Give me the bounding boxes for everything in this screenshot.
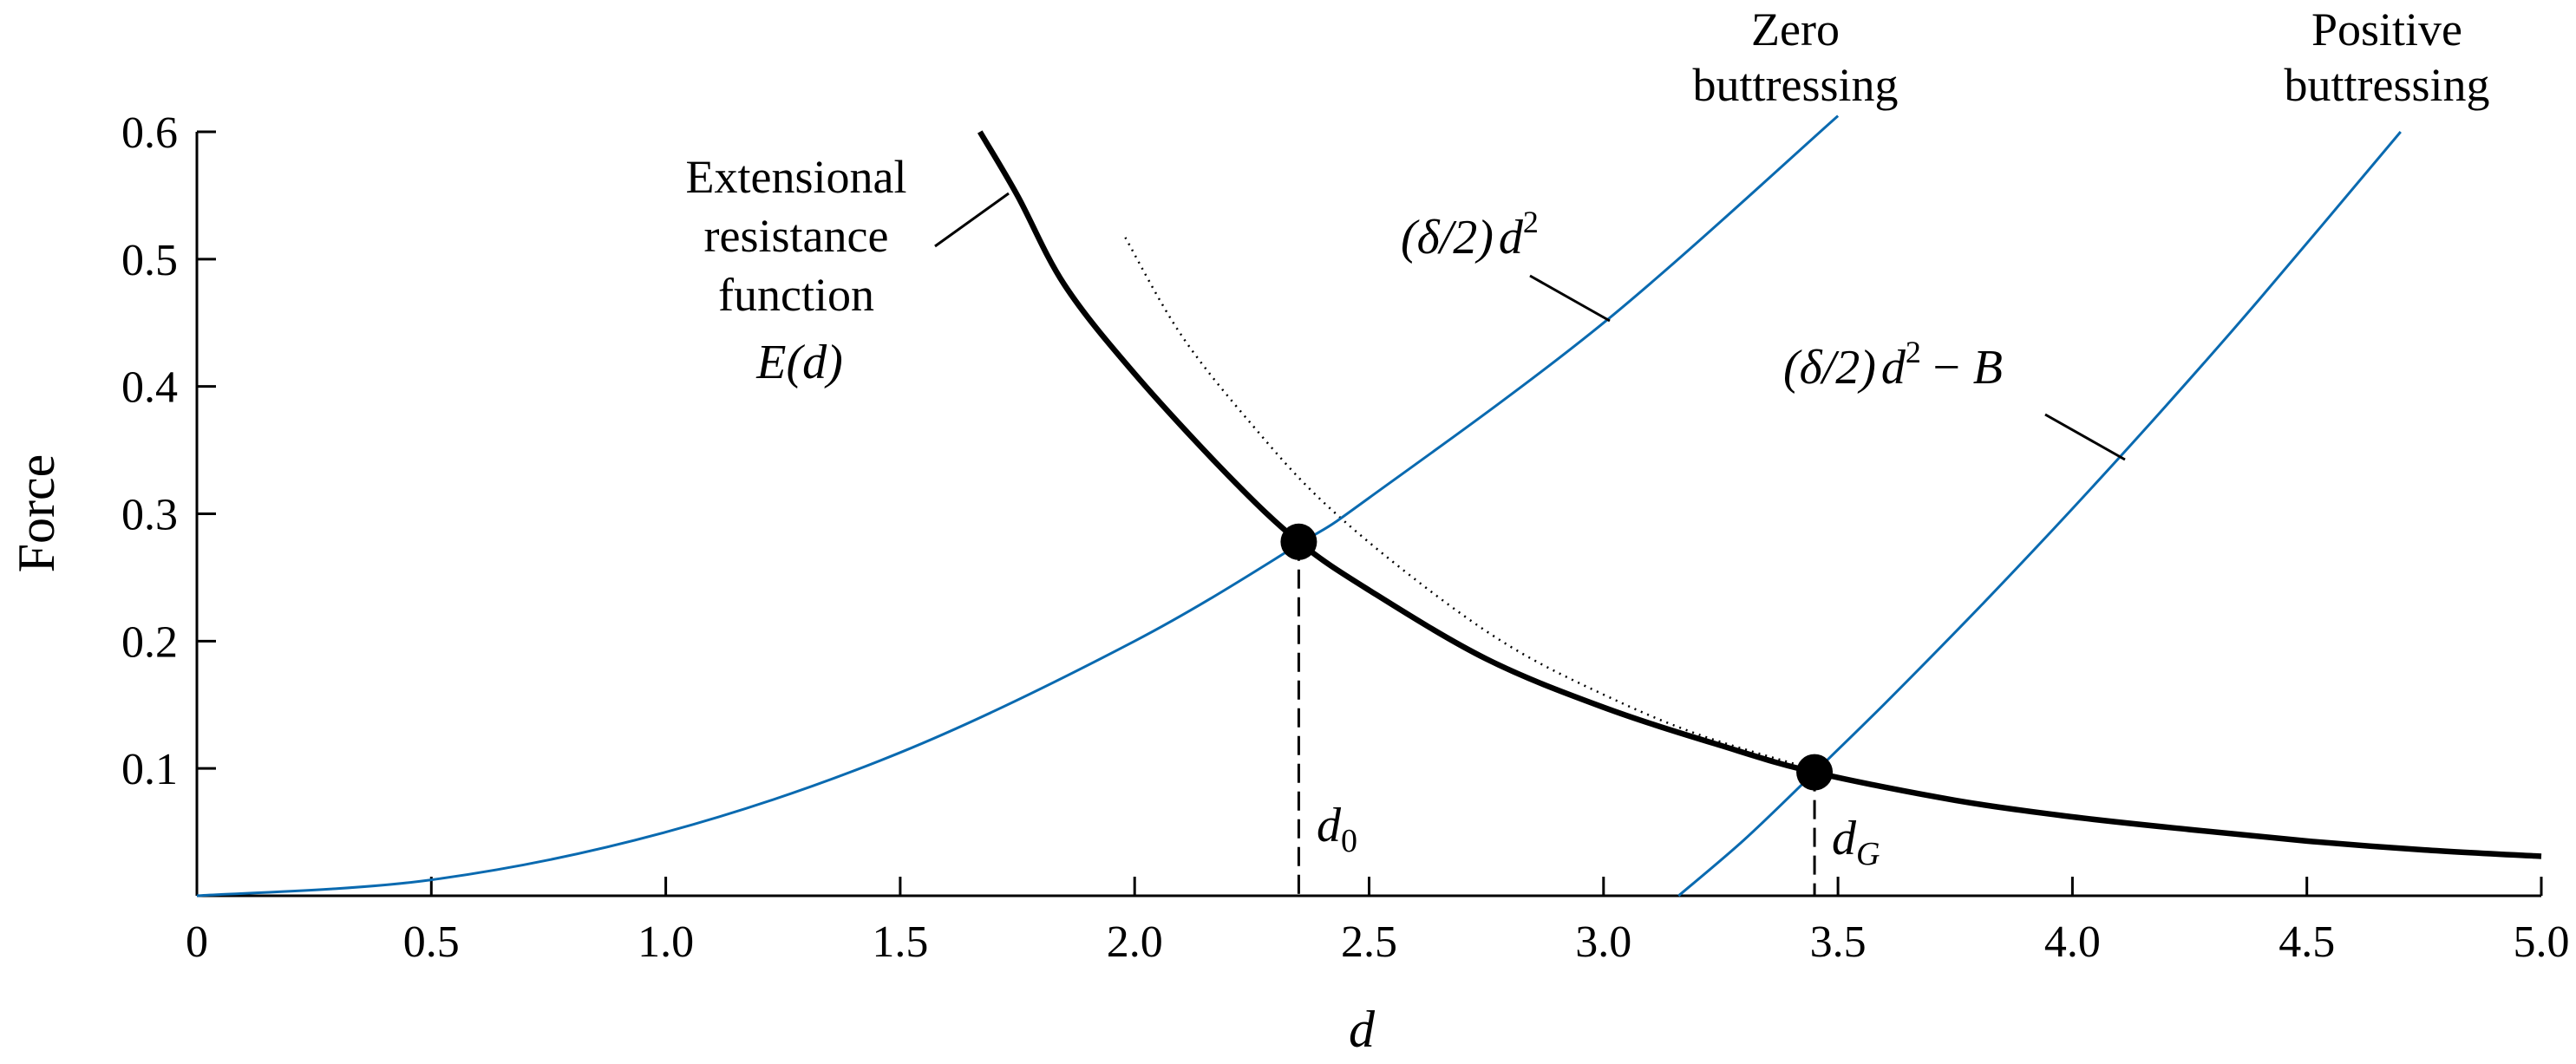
positive-title-line1: Positive [2311, 3, 2462, 55]
x-tick-label: 1.5 [872, 917, 928, 967]
annotation-zero-eq: (δ/2) d2 [1401, 205, 1611, 323]
label-d0: d0 [1317, 799, 1357, 859]
x-tick-label: 0.5 [403, 917, 460, 967]
positive-title-line2: buttressing [2285, 59, 2490, 111]
x-tick-label: 4.0 [2044, 917, 2101, 967]
x-tick-label: 4.5 [2279, 917, 2335, 967]
y-axis-title: Force [8, 454, 65, 573]
axis-tick-labels: 0 0.5 1.0 1.5 2.0 2.5 3.0 3.5 4.0 4.5 5.0 0.1 0.2 0.3… [121, 108, 2570, 967]
axis-ticks [197, 130, 2543, 896]
ext-leader-line [934, 192, 1010, 248]
y-tick-label: 0.1 [121, 745, 178, 794]
series-positive-buttressing [1677, 131, 2402, 898]
positive-eq-leader [2044, 413, 2126, 461]
series-extensional-resistance [977, 130, 2542, 859]
x-tick-label: 0 [186, 917, 208, 967]
zero-title-line1: Zero [1751, 3, 1840, 55]
points-layer [1280, 523, 1834, 896]
annotation-positive-eq: (δ/2) d2− B [1783, 335, 2126, 461]
x-tick-label: 1.0 [637, 917, 694, 967]
x-tick-label: 3.5 [1810, 917, 1867, 967]
annotation-zero-buttressing: Zero buttressing [1693, 3, 1899, 111]
x-tick-label: 2.5 [1341, 917, 1397, 967]
series-layer [196, 114, 2542, 898]
intersection-point-dG [1796, 754, 1834, 791]
series-dotted-approx [1124, 237, 1815, 771]
zero-eq-leader [1529, 274, 1611, 323]
series-zero-buttressing [196, 114, 1840, 898]
ext-math-label: E(d) [755, 336, 843, 389]
zero-title-line2: buttressing [1693, 59, 1899, 111]
x-tick-label: 5.0 [2514, 917, 2570, 967]
x-tick-label: 3.0 [1575, 917, 1631, 967]
y-tick-label: 0.5 [121, 236, 178, 285]
zero-eq-label: (δ/2) d2 [1401, 205, 1539, 264]
y-tick-label: 0.6 [121, 108, 178, 158]
annotation-extensional: Extensional resistance function E(d) [686, 151, 1010, 389]
ext-label-line2: resistance [704, 210, 889, 262]
annotation-positive-buttressing: Positive buttressing [2285, 3, 2490, 111]
x-tick-label: 2.0 [1107, 917, 1163, 967]
positive-eq-label: (δ/2) d2− B [1783, 335, 2003, 395]
ext-label-line3: function [718, 269, 874, 321]
ext-label-line1: Extensional [686, 151, 907, 203]
x-axis-title: d [1349, 1001, 1376, 1058]
label-dG: dG [1832, 812, 1880, 872]
y-tick-label: 0.3 [121, 491, 178, 540]
intersection-point-d0 [1280, 523, 1317, 560]
y-tick-label: 0.2 [121, 617, 178, 667]
y-tick-label: 0.4 [121, 363, 178, 413]
